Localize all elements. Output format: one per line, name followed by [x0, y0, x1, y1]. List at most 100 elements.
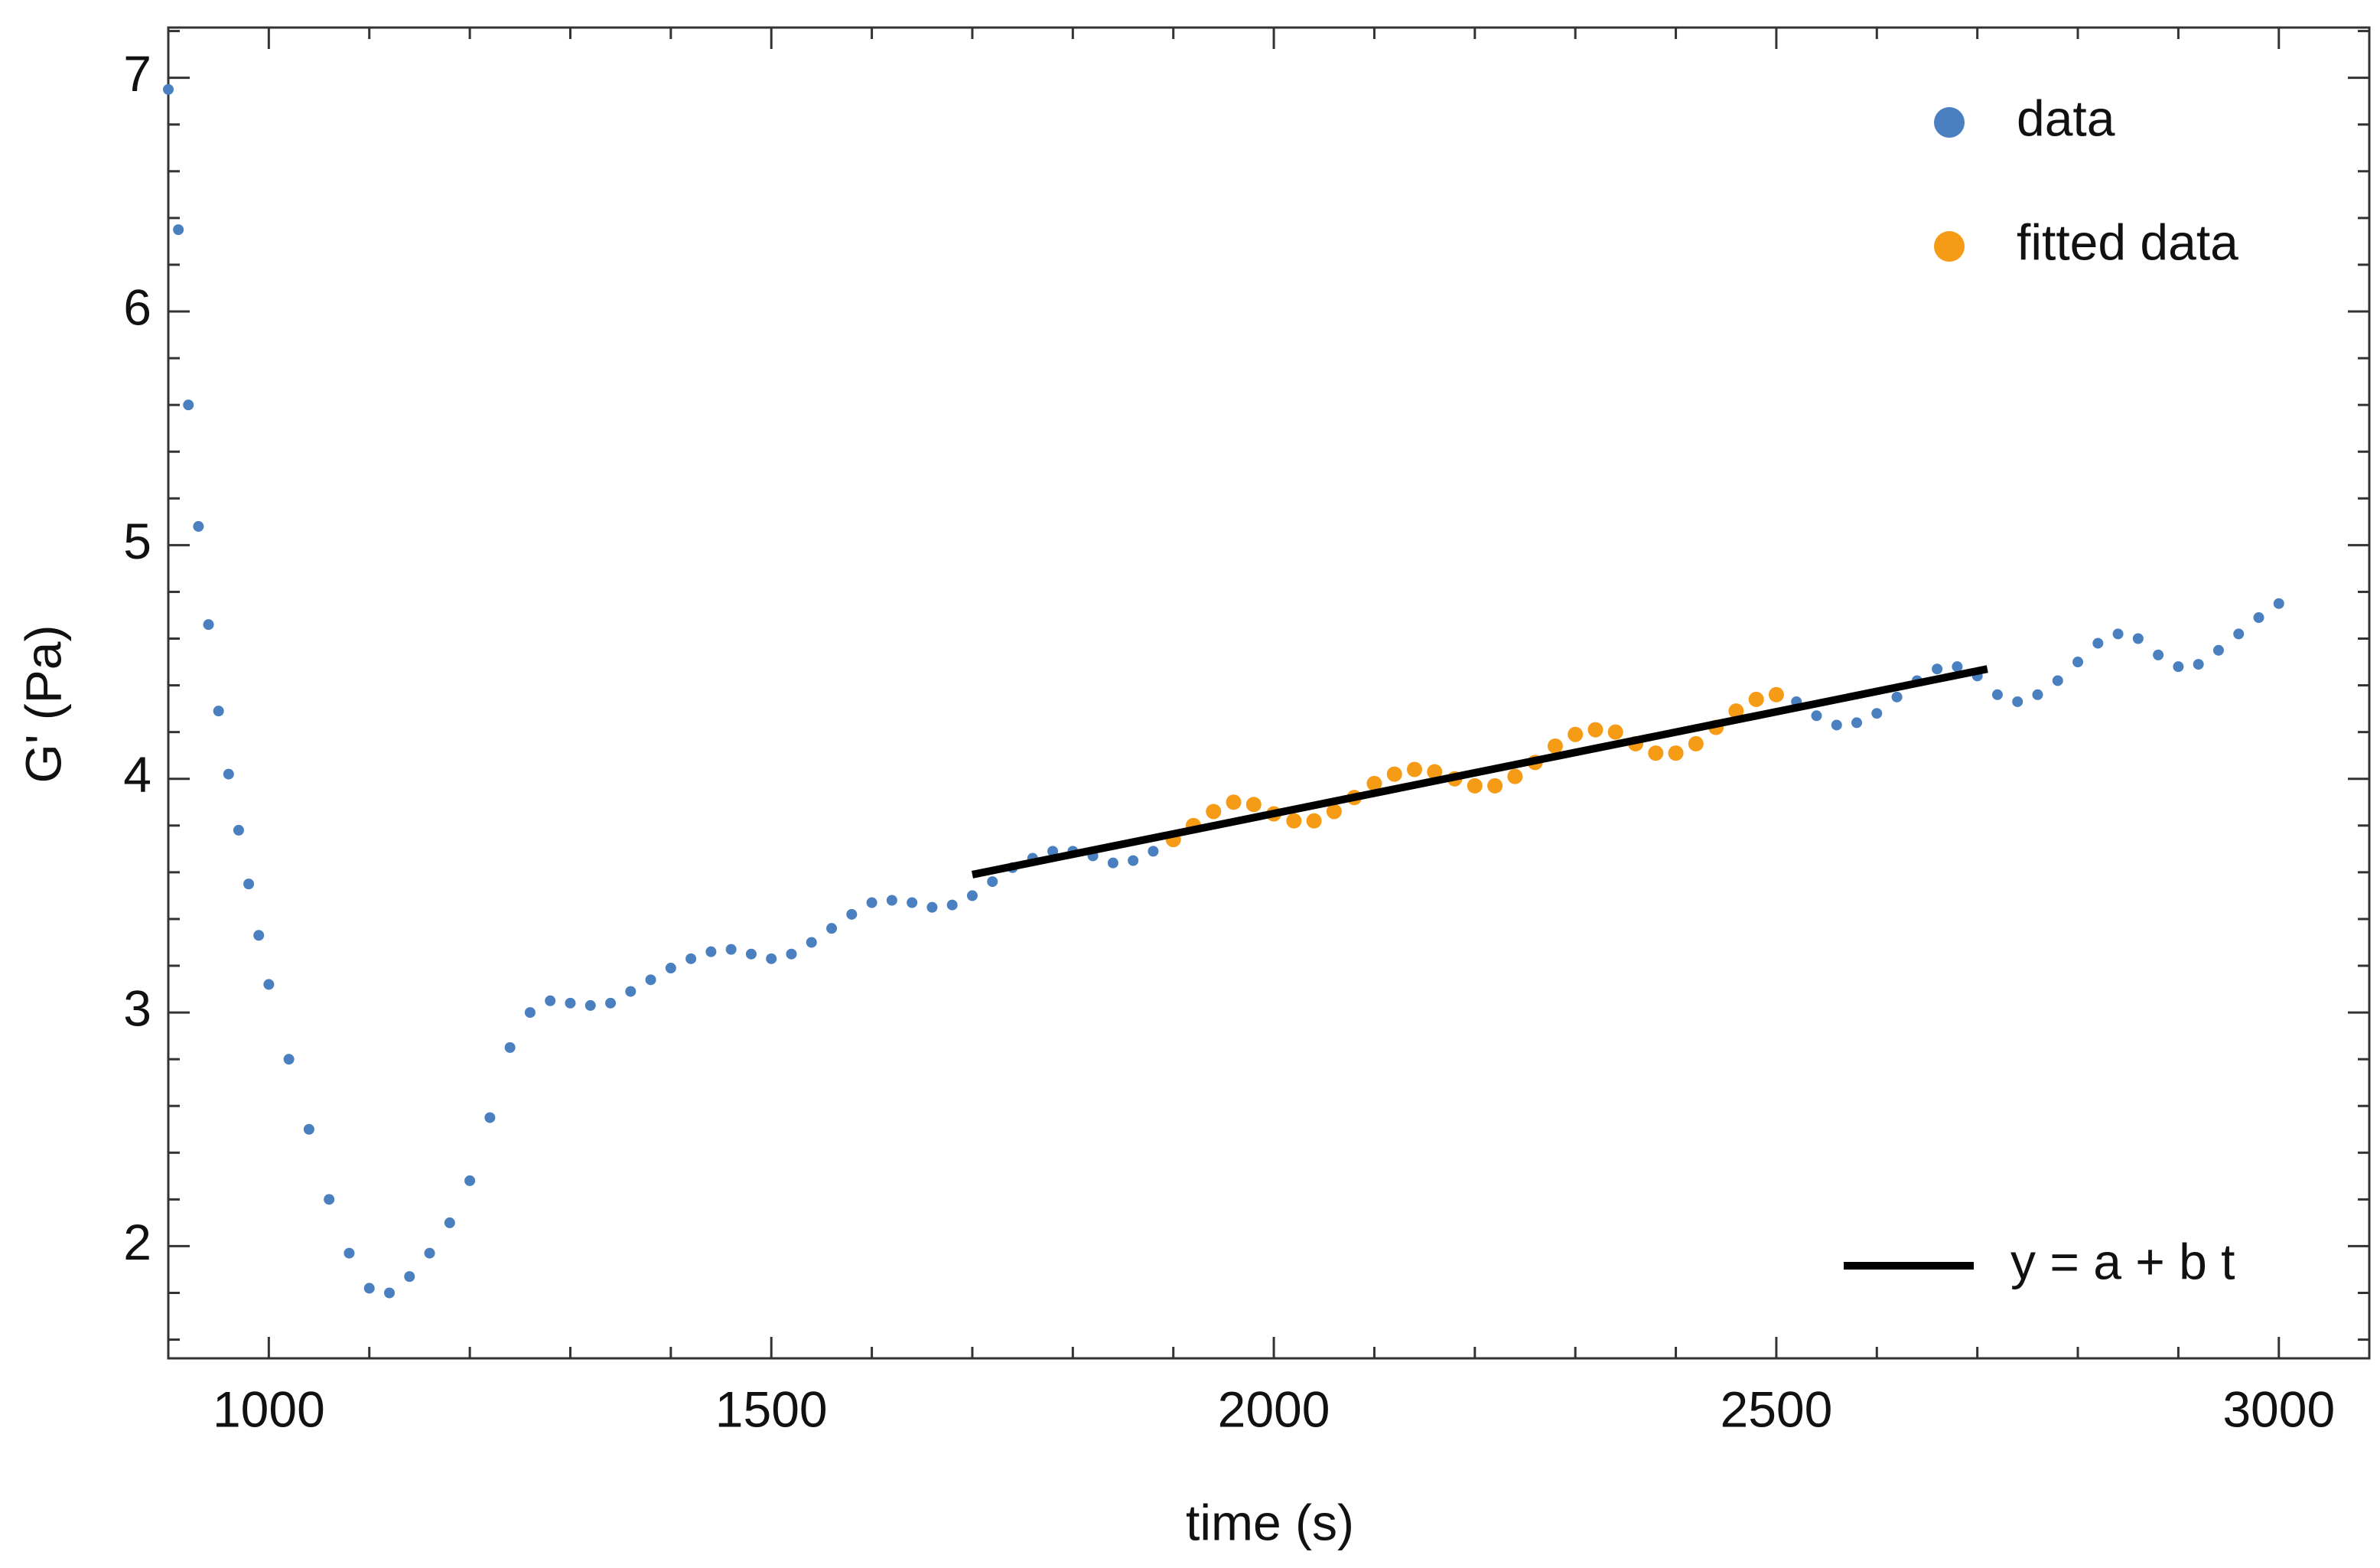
y-tick-label: 7 [123, 45, 151, 102]
y-tick-label: 5 [123, 513, 151, 569]
data-point [2132, 633, 2144, 644]
data-point [1952, 661, 1963, 673]
data-point [1748, 691, 1764, 707]
data-point [324, 1194, 335, 1205]
data-point [766, 953, 777, 964]
data-point [2012, 696, 2023, 707]
fit-line [971, 665, 1988, 879]
data-point [645, 974, 656, 986]
x-tick-label: 1000 [213, 1381, 325, 1437]
x-tick-label: 2500 [1721, 1381, 1833, 1437]
data-point [685, 953, 697, 964]
data-point [1891, 691, 1903, 703]
data-point [2193, 659, 2204, 670]
data-point [1366, 775, 1382, 791]
data-point [2212, 644, 2224, 656]
data-point [1587, 722, 1603, 738]
data-point [263, 979, 275, 990]
data-point [2233, 628, 2245, 640]
data-point [625, 986, 637, 997]
data-point [2153, 649, 2164, 660]
data-point [886, 895, 897, 906]
data-point [1932, 663, 1943, 675]
data-point [1326, 804, 1342, 820]
data-point [504, 1042, 516, 1053]
data-point [2092, 637, 2104, 649]
legend-label: y = a + b t [2010, 1233, 2235, 1289]
data-point [1851, 717, 1863, 729]
data-point [1831, 719, 1842, 731]
data-point [866, 897, 877, 908]
data-point [213, 706, 224, 717]
data-point [363, 1283, 375, 1294]
data-point [424, 1247, 435, 1259]
data-point [665, 963, 676, 974]
data-point [444, 1217, 455, 1228]
data-point [926, 901, 938, 913]
data-point [2112, 628, 2124, 640]
x-tick-label: 3000 [2222, 1381, 2335, 1437]
data-point [404, 1271, 415, 1283]
legend-marker [1934, 231, 1965, 262]
data-point [1507, 768, 1523, 784]
data-point [233, 824, 244, 836]
data-point [223, 768, 234, 780]
data-point [786, 948, 797, 960]
data-point [1648, 745, 1664, 761]
data-point [384, 1287, 396, 1299]
data-point [253, 930, 265, 941]
x-tick-label: 1500 [715, 1381, 828, 1437]
data-point [343, 1247, 355, 1259]
data-point [2072, 657, 2084, 668]
data-point [1991, 689, 2003, 700]
data-point [1728, 703, 1744, 719]
data-point [203, 619, 214, 631]
data-point [1547, 738, 1563, 754]
data-point [2273, 598, 2284, 609]
data-point [183, 399, 194, 411]
data-point [1286, 813, 1302, 829]
data-point [806, 937, 817, 948]
y-tick-label: 2 [123, 1214, 151, 1270]
data-point [1871, 708, 1883, 719]
data-point [1107, 857, 1118, 869]
data-point [745, 948, 757, 960]
data-point [1128, 855, 1139, 866]
data-point [987, 876, 998, 888]
data-point [966, 890, 978, 901]
y-axis-label: G' (Pa) [15, 625, 71, 784]
data-point [1688, 735, 1704, 751]
data-point [2173, 661, 2184, 673]
data-point [545, 995, 556, 1006]
data-point [1668, 745, 1684, 761]
data-point [725, 944, 737, 955]
x-tick-label: 2000 [1218, 1381, 1330, 1437]
data-point [826, 923, 838, 934]
legend-marker [1934, 107, 1965, 138]
data-point [163, 83, 174, 95]
data-point [846, 908, 858, 920]
y-tick-label: 4 [123, 746, 151, 803]
data-point [1406, 761, 1422, 777]
data-point [484, 1112, 496, 1123]
data-point [565, 997, 576, 1009]
data-point [524, 1007, 536, 1019]
data-point [1148, 846, 1159, 857]
legend-label: data [2017, 90, 2115, 146]
data-point [907, 897, 918, 908]
data-point [1226, 794, 1242, 810]
data-point [243, 879, 255, 890]
data-point [705, 946, 717, 957]
data-point [946, 899, 958, 911]
data-point [2032, 689, 2043, 700]
data-point [1811, 710, 1822, 722]
data-point [193, 520, 204, 532]
data-point [283, 1054, 295, 1065]
data-point [173, 224, 184, 236]
data-point [1427, 764, 1443, 780]
data-point [1607, 724, 1623, 740]
data-point [1467, 777, 1483, 794]
data-point [464, 1175, 476, 1186]
